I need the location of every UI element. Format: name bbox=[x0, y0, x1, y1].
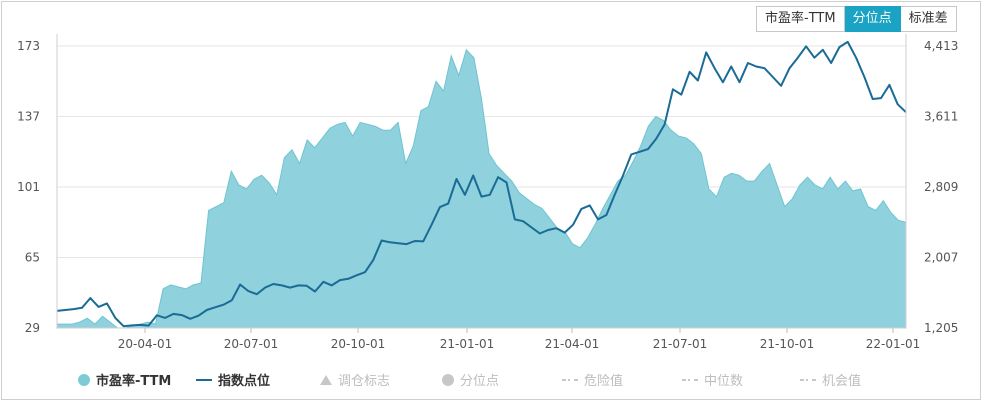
x-tick-label: 21-07-01 bbox=[653, 337, 707, 351]
x-tick-label: 20-04-01 bbox=[118, 337, 172, 351]
legend: 市盈率-TTM 指数点位 调仓标志 分位点 危险值 中位数 机会值 bbox=[0, 366, 984, 396]
legend-dot-icon bbox=[78, 373, 90, 386]
legend-dash-icon bbox=[682, 378, 698, 381]
right-tick-label: 3,611 bbox=[924, 110, 958, 124]
right-tick-label: 2,809 bbox=[924, 180, 958, 194]
right-tick-label: 4,413 bbox=[924, 39, 958, 53]
legend-index-points[interactable]: 指数点位 bbox=[196, 370, 270, 389]
tab-percentile[interactable]: 分位点 bbox=[844, 6, 901, 32]
tab-std-dev[interactable]: 标准差 bbox=[900, 6, 957, 32]
left-tick-label: 29 bbox=[25, 321, 40, 335]
x-tick-label: 21-10-01 bbox=[760, 337, 814, 351]
legend-label: 调仓标志 bbox=[338, 374, 391, 389]
left-tick-label: 65 bbox=[25, 251, 40, 265]
right-tick-label: 1,205 bbox=[924, 321, 958, 335]
x-tick-label: 21-01-01 bbox=[440, 337, 494, 351]
x-tick-label: 20-07-01 bbox=[224, 337, 278, 351]
legend-label: 分位点 bbox=[460, 374, 500, 389]
legend-label: 指数点位 bbox=[218, 374, 271, 389]
legend-triangle-icon bbox=[320, 374, 332, 385]
x-axis-ticks: 20-04-01 20-07-01 20-10-01 21-01-01 21-04-01… bbox=[118, 328, 920, 351]
x-tick-label: 20-10-01 bbox=[331, 337, 385, 351]
legend-line-icon bbox=[196, 378, 212, 381]
legend-median[interactable]: 中位数 bbox=[682, 370, 743, 389]
legend-percentile[interactable]: 分位点 bbox=[442, 370, 499, 389]
left-tick-label: 173 bbox=[17, 39, 40, 53]
legend-dash-icon bbox=[562, 378, 578, 381]
legend-label: 市盈率-TTM bbox=[96, 374, 172, 389]
legend-label: 机会值 bbox=[822, 374, 862, 389]
legend-label: 危险值 bbox=[584, 374, 624, 389]
legend-opportunity-value[interactable]: 机会值 bbox=[800, 370, 861, 389]
legend-label: 中位数 bbox=[704, 374, 744, 389]
legend-rebalance-mark[interactable]: 调仓标志 bbox=[320, 370, 390, 389]
pe-area bbox=[56, 48, 907, 329]
tab-pe-ttm[interactable]: 市盈率-TTM bbox=[756, 6, 845, 32]
legend-pe-ttm[interactable]: 市盈率-TTM bbox=[78, 370, 171, 389]
left-tick-label: 101 bbox=[17, 180, 40, 194]
legend-dot-icon bbox=[442, 373, 454, 386]
chart-plot: 20-04-01 20-07-01 20-10-01 21-01-01 21-04-01… bbox=[17, 34, 958, 351]
x-tick-label: 21-04-01 bbox=[545, 337, 599, 351]
legend-danger-value[interactable]: 危险值 bbox=[562, 370, 623, 389]
right-tick-label: 2,007 bbox=[924, 251, 958, 265]
x-tick-label: 22-01-01 bbox=[866, 337, 920, 351]
right-axis-ticks: 4,413 3,611 2,809 2,007 1,205 bbox=[924, 39, 958, 335]
index-line bbox=[56, 40, 907, 328]
view-tabs: 市盈率-TTM 分位点 标准差 bbox=[756, 6, 978, 32]
left-axis-ticks: 173 137 101 65 29 bbox=[17, 39, 40, 335]
left-tick-label: 137 bbox=[17, 110, 40, 124]
legend-dash-icon bbox=[800, 378, 816, 381]
